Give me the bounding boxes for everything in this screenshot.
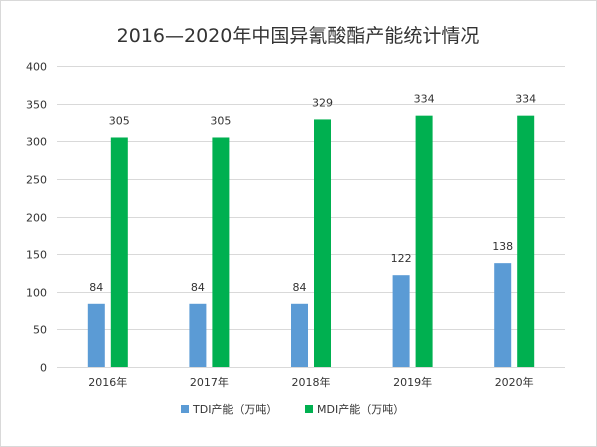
y-tick-label: 350 (26, 99, 47, 112)
y-tick-label: 0 (40, 362, 47, 375)
bars (87, 115, 535, 368)
x-tick-label: 2018年 (292, 375, 331, 389)
legend-label-1: MDI产能（万吨） (317, 402, 404, 416)
bar-series1-3 (415, 115, 433, 367)
bar-series0-4 (494, 263, 512, 367)
x-tick-label: 2017年 (190, 375, 229, 389)
bar-series0-2 (291, 303, 308, 367)
data-label-series0-1: 84 (191, 281, 205, 294)
bar-series1-0 (110, 137, 128, 367)
gridlines (57, 66, 565, 368)
bar-series1-1 (212, 137, 230, 367)
bar-series0-3 (392, 275, 410, 367)
data-label-series1-0: 305 (109, 114, 130, 127)
legend-label-0: TDI产能（万吨） (192, 402, 277, 416)
chart-title: 2016—2020年中国异氰酸酯产能统计情况 (117, 25, 480, 47)
legend-swatch-1 (305, 405, 313, 413)
data-label-series0-2: 84 (293, 281, 307, 294)
bar-series1-4 (517, 115, 535, 367)
y-axis-ticks: 0 50 100 150 200 250 300 350 400 (26, 61, 47, 375)
data-label-series1-3: 334 (414, 93, 435, 106)
data-label-series0-0: 84 (89, 281, 103, 294)
y-tick-label: 200 (26, 212, 47, 225)
bar-series0-1 (189, 303, 207, 367)
y-tick-label: 100 (26, 287, 47, 300)
data-labels: 84 305 84 305 84 329 122 334 138 334 (89, 93, 536, 294)
data-label-series0-4: 138 (492, 240, 513, 253)
y-tick-label: 400 (26, 61, 47, 74)
data-label-series1-2: 329 (312, 96, 333, 109)
data-label-series1-4: 334 (515, 93, 536, 106)
x-axis-ticks: 2016年 2017年 2018年 2019年 2020年 (88, 375, 533, 389)
legend-swatch-0 (181, 405, 189, 413)
y-tick-label: 300 (26, 136, 47, 149)
y-tick-label: 250 (26, 174, 47, 187)
legend: TDI产能（万吨） MDI产能（万吨） (181, 402, 404, 416)
x-tick-label: 2020年 (495, 375, 534, 389)
bar-series0-0 (87, 303, 105, 367)
data-label-series0-3: 122 (391, 252, 412, 265)
bar-series1-2 (314, 119, 331, 368)
y-tick-label: 150 (26, 249, 47, 262)
y-tick-label: 50 (33, 324, 47, 337)
x-tick-label: 2019年 (393, 375, 432, 389)
x-tick-label: 2016年 (88, 375, 127, 389)
data-label-series1-1: 305 (210, 114, 231, 127)
